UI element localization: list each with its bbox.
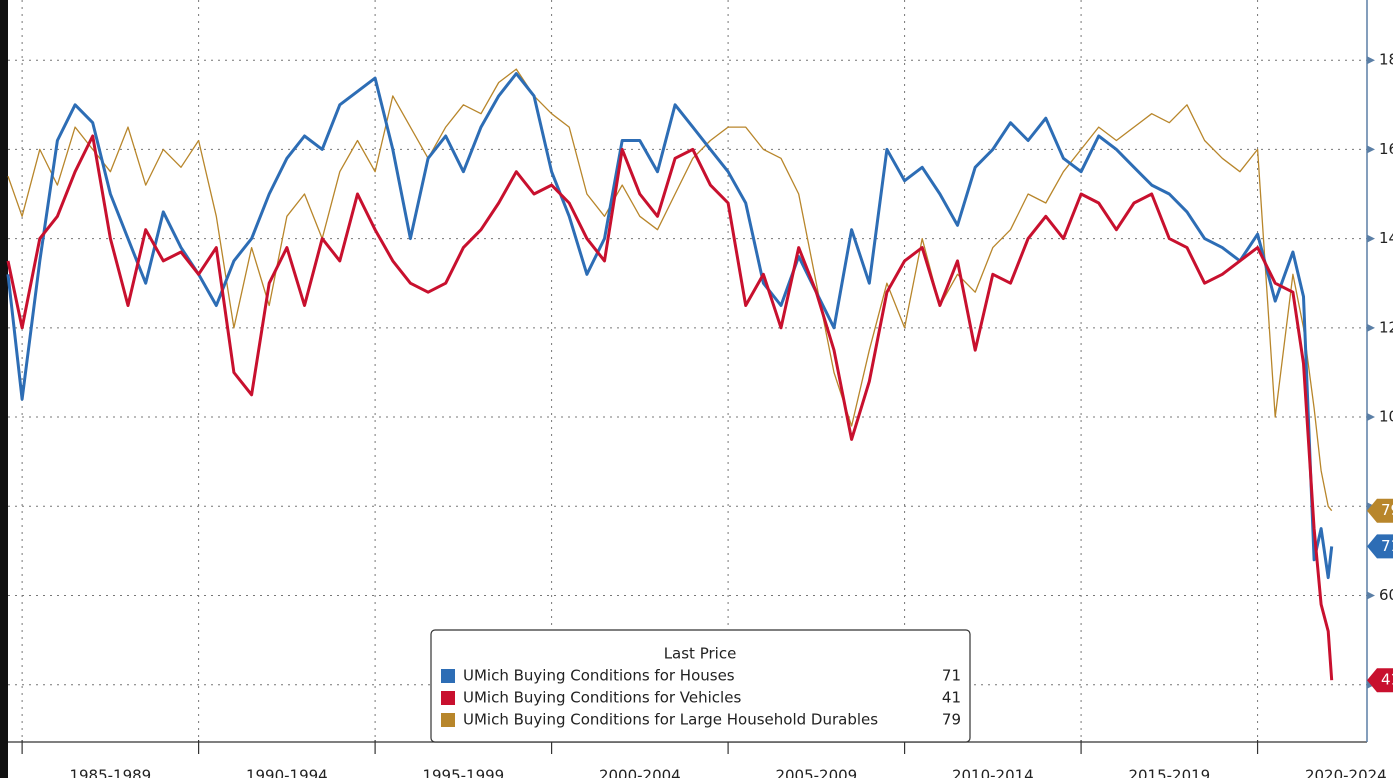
x-period-label: 1985-1989 — [69, 767, 151, 778]
x-period-label: 2010-2014 — [952, 767, 1034, 778]
legend-value: 79 — [942, 711, 961, 729]
legend-value: 71 — [942, 667, 961, 685]
x-period-label: 1990-1994 — [246, 767, 328, 778]
price-tag-label: 79 — [1381, 501, 1393, 519]
legend-swatch — [441, 691, 455, 705]
legend-title: Last Price — [664, 645, 737, 663]
price-tag — [1367, 498, 1393, 523]
y-tick-mark — [1367, 591, 1375, 600]
x-period-label: 2000-2004 — [599, 767, 681, 778]
legend-label: UMich Buying Conditions for Large Househ… — [463, 711, 878, 729]
legend-swatch — [441, 669, 455, 683]
legend-label: UMich Buying Conditions for Vehicles — [463, 689, 741, 707]
y-tick-mark — [1367, 413, 1375, 422]
legend-box — [430, 629, 971, 743]
plot — [6, 68, 1334, 681]
left-edge — [0, 0, 8, 778]
price-tag — [1367, 534, 1393, 559]
legend-swatch — [441, 713, 455, 727]
legend: Last Price UMich Buying Conditions for H… — [430, 629, 971, 743]
x-period-label: 2005-2009 — [775, 767, 857, 778]
legend-rows: UMich Buying Conditions for Houses 71 UMic… — [441, 667, 961, 729]
series-line — [6, 134, 1334, 681]
price-tag-label: 71 — [1381, 537, 1393, 555]
x-period-label: 2020-2024 — [1305, 767, 1387, 778]
x-period-label: 1995-1999 — [422, 767, 504, 778]
series-line — [6, 72, 1334, 580]
y-tick-label: 60 — [1379, 586, 1393, 604]
y-tick-label: 180 — [1379, 51, 1393, 69]
y-tick-label: 100 — [1379, 408, 1393, 426]
x-period-label: 2015-2019 — [1128, 767, 1210, 778]
y-tick-mark — [1367, 234, 1375, 243]
y-tick-label: 140 — [1379, 229, 1393, 247]
price-tag — [1367, 668, 1393, 693]
y-tick-mark — [1367, 323, 1375, 332]
y-tick-mark — [1367, 56, 1375, 65]
y-tick-label: 160 — [1379, 140, 1393, 158]
grid — [8, 0, 1367, 740]
legend-value: 41 — [942, 689, 961, 707]
y-tick-label: 120 — [1379, 318, 1393, 336]
legend-label: UMich Buying Conditions for Houses — [463, 667, 735, 685]
price-tag-label: 41 — [1381, 671, 1393, 689]
y-tick-mark — [1367, 145, 1375, 154]
series-line — [7, 68, 1333, 512]
